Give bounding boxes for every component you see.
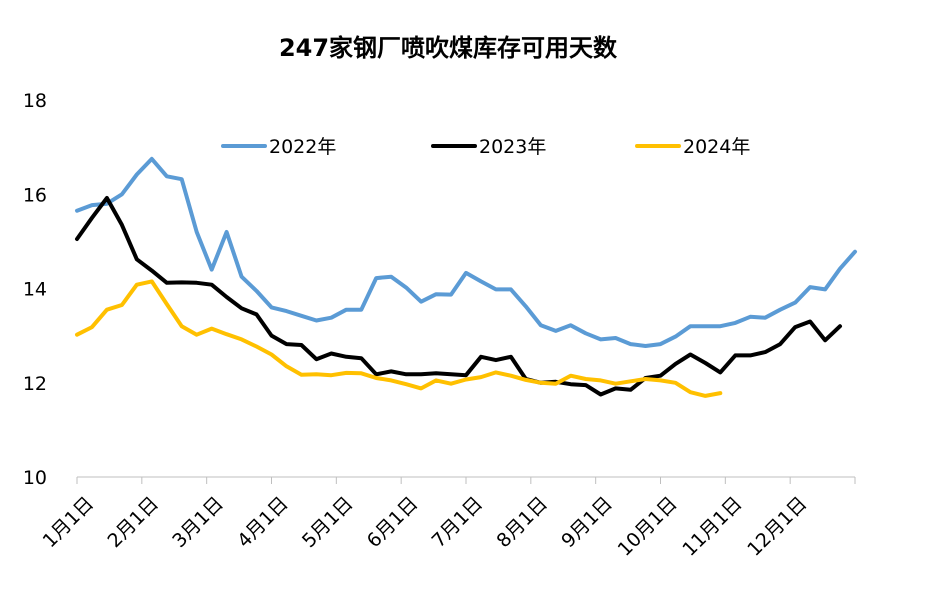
series-line-0 (75, 156, 857, 348)
x-tick-label: 8月1日 (492, 493, 552, 553)
x-tick-label: 9月1日 (557, 493, 617, 553)
x-axis: 1月1日 2月1日 3月1日 4月1日 5月1日 6月1日 7月1日 8月1日 9月1日10月1… (39, 476, 856, 561)
y-tick-label: 16 (23, 184, 47, 206)
x-tick-label: 6月1日 (363, 493, 423, 553)
y-axis: 10 12 14 16 18 (23, 90, 47, 489)
y-tick-label: 10 (23, 467, 47, 489)
series-lines (75, 156, 857, 398)
chart-title: 247家钢厂喷吹煤库存可用天数 (279, 34, 618, 62)
x-tick-label: 11月1日 (678, 493, 746, 561)
series-line-2 (75, 279, 723, 398)
legend-label-1: 2023年 (479, 136, 546, 158)
x-tick-label: 2月1日 (103, 493, 163, 553)
y-tick-label: 12 (23, 373, 47, 395)
legend-label-2: 2024年 (683, 136, 750, 158)
legend: 2022年 2023年 2024年 (221, 136, 750, 158)
x-tick-label: 10月1日 (614, 493, 682, 561)
legend-label-0: 2022年 (269, 136, 336, 158)
x-tick-label: 3月1日 (168, 493, 228, 553)
x-tick-label: 7月1日 (428, 493, 488, 553)
series-line-1 (75, 196, 842, 397)
y-tick-label: 14 (23, 279, 47, 301)
x-tick-label: 4月1日 (233, 493, 293, 553)
x-tick-label: 5月1日 (298, 493, 358, 553)
x-tick-label: 1月1日 (39, 493, 99, 553)
x-tick-label: 12月1日 (743, 493, 811, 561)
y-tick-label: 18 (23, 90, 47, 112)
